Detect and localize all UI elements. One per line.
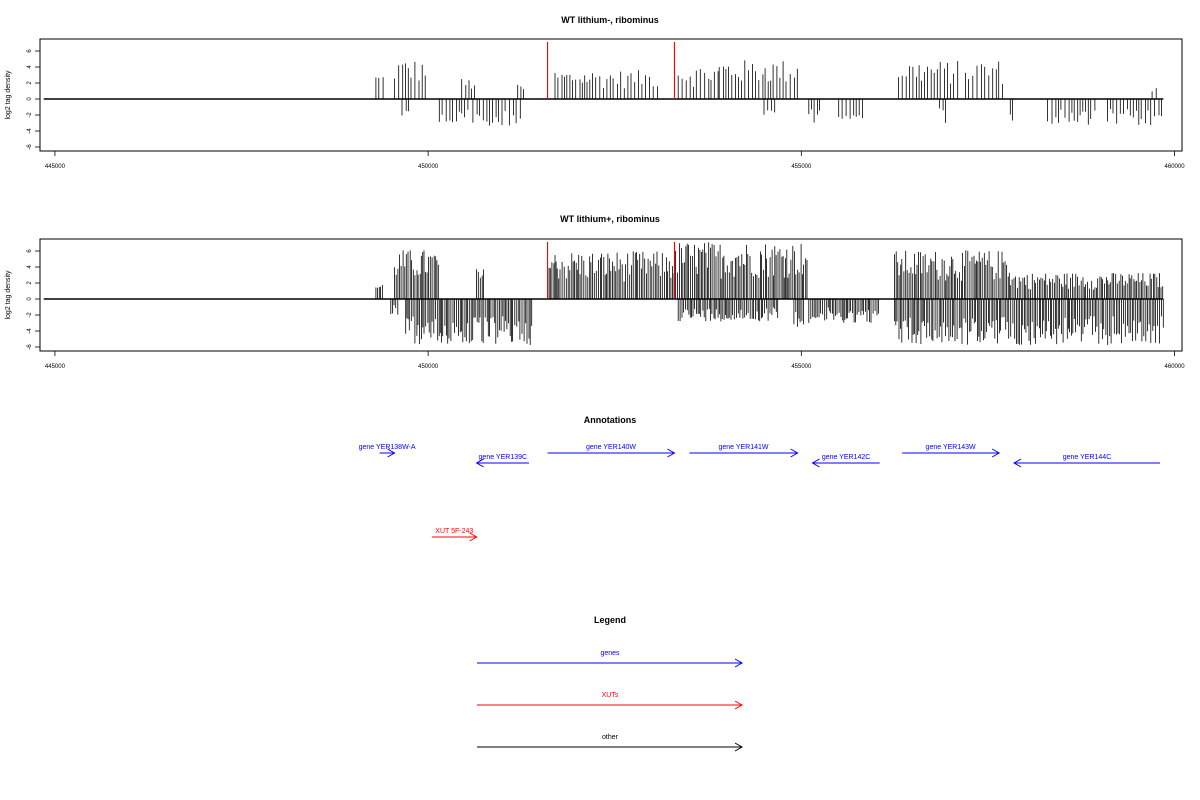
y-tick-label: -2: [27, 312, 33, 318]
arrow-head: [475, 458, 484, 468]
y-axis: -6 -4 -2 0 2 4 6: [27, 249, 41, 350]
feature-label: gene YER140W: [586, 444, 636, 451]
y-tick-label: -4: [27, 128, 33, 134]
feature-label: gene YER143W: [926, 444, 976, 451]
arrow-head: [1013, 458, 1022, 468]
x-tick-label: 445000: [45, 364, 66, 370]
legend-item-other: other: [477, 734, 744, 752]
x-tick-label: 460000: [1165, 164, 1186, 170]
y-tick-label: 6: [27, 249, 33, 253]
feature-label: gene YER142C: [822, 454, 871, 461]
arrow-head: [734, 742, 744, 752]
x-tick-label: 455000: [791, 364, 812, 370]
y-tick-label: -6: [27, 344, 33, 350]
legend-label: other: [602, 734, 619, 741]
y-axis: -6 -4 -2 0 2 4 6: [27, 49, 41, 150]
annotation-feature: gene YER139C: [475, 454, 529, 468]
arrow-head: [387, 448, 396, 458]
x-tick-label: 460000: [1165, 364, 1186, 370]
legend-panel: Legend genes XUTs other: [477, 615, 744, 752]
legend-label: genes: [600, 650, 620, 657]
annotation-feature: gene YER140W: [547, 444, 676, 458]
arrow-head: [469, 532, 478, 542]
annotation-feature: gene YER142C: [811, 454, 880, 468]
x-tick-label: 450000: [418, 364, 439, 370]
arrow-head: [790, 448, 799, 458]
annotation-feature: XUT 5F-243: [431, 528, 478, 542]
legend-item-xut: XUTs: [477, 692, 744, 710]
y-tick-label: 2: [27, 81, 33, 85]
signal-bars: [43, 242, 1164, 345]
legend-item-gene: genes: [477, 650, 744, 668]
y-tick-label: 0: [27, 297, 33, 301]
annotation-feature: gene YER141W: [689, 444, 799, 458]
annotation-feature: gene YER144C: [1013, 454, 1160, 468]
arrow-head: [991, 448, 1001, 458]
legend-title: Legend: [594, 615, 626, 625]
feature-label: XUT 5F-243: [435, 528, 473, 535]
arrow-head: [811, 458, 820, 468]
legend-items: genes XUTs other: [477, 650, 744, 752]
feature-label: gene YER139C: [479, 454, 528, 461]
marker-lines: [547, 42, 675, 99]
y-tick-label: -4: [27, 328, 33, 334]
annotation-features: gene YER138W-A gene YER139C gene YER140W ge…: [359, 444, 1160, 542]
x-axis: 445000 450000 455000 460000: [45, 150, 1186, 170]
arrow-head: [734, 658, 744, 668]
y-axis-label: log2 tag density: [5, 270, 12, 320]
panel-title: WT lithium+, ribominus: [560, 214, 660, 224]
annotation-feature: gene YER138W-A: [359, 444, 416, 458]
y-tick-label: -2: [27, 112, 33, 118]
y-tick-label: -6: [27, 144, 33, 150]
arrow-head: [667, 448, 676, 458]
y-tick-label: 0: [27, 97, 33, 101]
x-axis: 445000 450000 455000 460000: [45, 350, 1186, 370]
legend-label: XUTs: [602, 692, 619, 699]
marker-lines: [547, 242, 675, 299]
y-tick-label: 2: [27, 281, 33, 285]
track-panel-lithium-minus: WT lithium-, ribominus log2 tag density …: [5, 15, 1185, 170]
signal-bars: [43, 60, 1164, 126]
y-tick-label: 4: [27, 65, 33, 69]
panel-title: WT lithium-, ribominus: [561, 15, 659, 25]
track-panel-lithium-plus: WT lithium+, ribominus log2 tag density …: [5, 214, 1185, 370]
feature-label: gene YER141W: [718, 444, 768, 451]
x-tick-label: 455000: [791, 164, 812, 170]
y-axis-label: log2 tag density: [5, 70, 12, 120]
arrow-head: [734, 700, 744, 710]
y-tick-label: 4: [27, 265, 33, 269]
feature-label: gene YER138W-A: [359, 444, 416, 451]
feature-label: gene YER144C: [1063, 454, 1112, 461]
plot-frame: [39, 38, 1183, 152]
y-tick-label: 6: [27, 49, 33, 53]
annotation-feature: gene YER143W: [902, 444, 1001, 458]
annotations-title: Annotations: [584, 415, 637, 425]
x-tick-label: 445000: [45, 164, 66, 170]
x-tick-label: 450000: [418, 164, 439, 170]
